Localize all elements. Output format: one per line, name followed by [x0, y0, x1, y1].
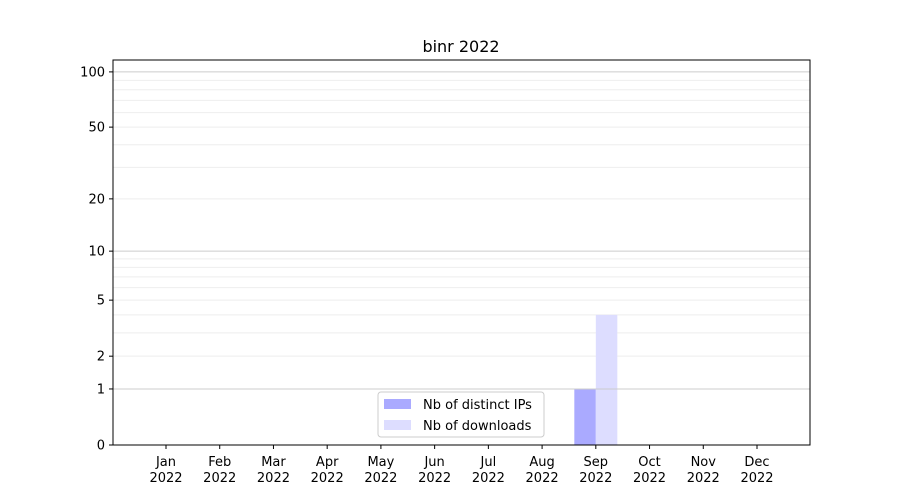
- y-tick-label: 2: [97, 350, 105, 365]
- y-tick-label: 50: [88, 121, 105, 136]
- x-tick-label: 2022: [203, 471, 236, 486]
- chart-title: binr 2022: [422, 37, 499, 56]
- x-tick-label: May: [367, 455, 394, 470]
- legend-label-ips: Nb of distinct IPs: [423, 398, 532, 413]
- legend-swatch-ips: [384, 399, 411, 409]
- x-tick-label: Apr: [316, 455, 339, 470]
- y-tick-label: 5: [97, 294, 105, 309]
- x-tick-label: 2022: [687, 471, 720, 486]
- x-tick-label: 2022: [311, 471, 344, 486]
- x-tick-label: Aug: [529, 455, 554, 470]
- x-tick-label: Jan: [155, 455, 176, 470]
- x-tick-label: 2022: [472, 471, 505, 486]
- x-tick-label: 2022: [149, 471, 182, 486]
- y-tick-label: 1: [97, 382, 105, 397]
- x-tick-label: 2022: [579, 471, 612, 486]
- x-tick-label: Oct: [638, 455, 660, 470]
- x-tick-label: 2022: [418, 471, 451, 486]
- legend-swatch-downloads: [384, 420, 411, 430]
- x-tick-label: Sep: [584, 455, 609, 470]
- x-tick-label: 2022: [633, 471, 666, 486]
- x-tick-label: 2022: [257, 471, 290, 486]
- y-tick-label: 20: [88, 192, 105, 207]
- x-tick-label: Jun: [423, 455, 444, 470]
- y-tick-label: 10: [88, 245, 105, 260]
- y-tick-label: 0: [97, 439, 105, 454]
- x-tick-label: Dec: [744, 455, 769, 470]
- bar-ips: [574, 388, 596, 445]
- legend-frame: [377, 391, 545, 438]
- x-tick-label: 2022: [364, 471, 397, 486]
- x-tick-label: Nov: [691, 455, 717, 470]
- legend: Nb of distinct IPs Nb of downloads: [377, 391, 545, 438]
- x-tick-label: 2022: [740, 471, 773, 486]
- legend-label-downloads: Nb of downloads: [423, 419, 532, 434]
- bar-downloads: [595, 314, 618, 445]
- plot-frame: [112, 59, 811, 446]
- x-tick-label: 2022: [526, 471, 559, 486]
- x-tick-label: Jul: [480, 455, 497, 470]
- x-tick-label: Feb: [208, 455, 231, 470]
- x-tick-label: Mar: [261, 455, 286, 470]
- y-tick-label: 100: [80, 65, 105, 80]
